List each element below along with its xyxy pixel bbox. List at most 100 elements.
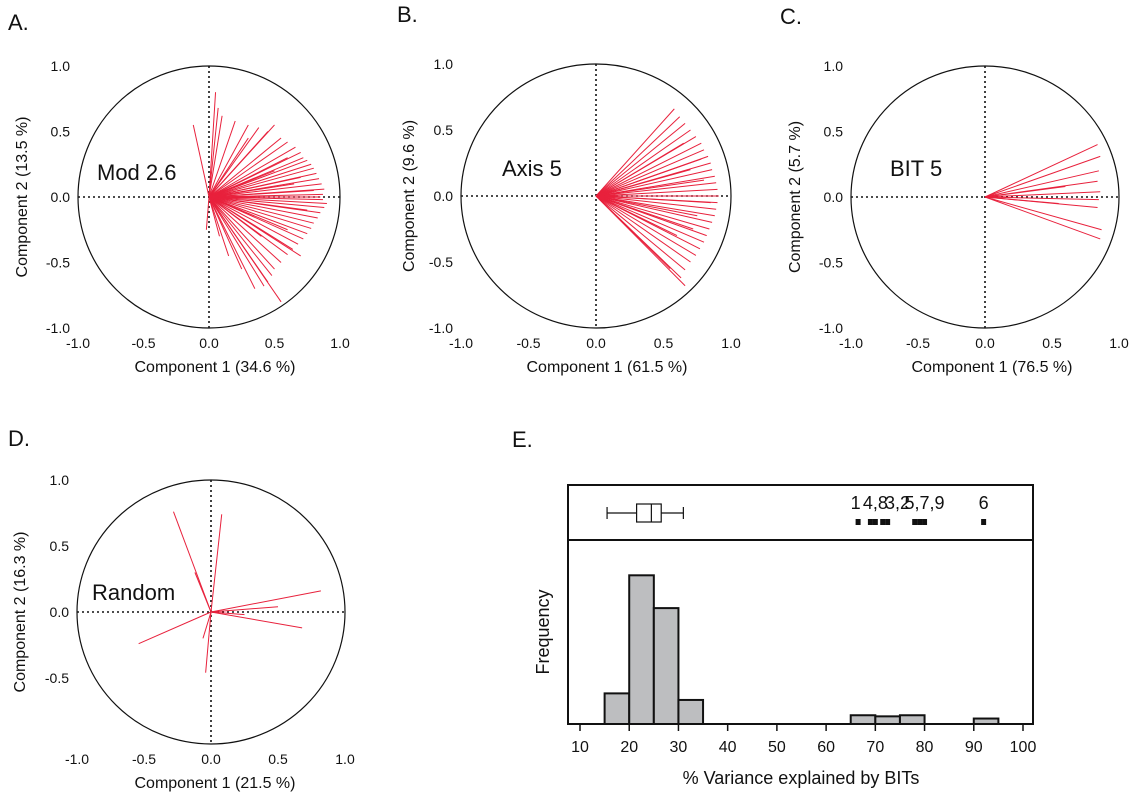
x-tick-label: 70: [866, 739, 884, 756]
x-axis-label: Component 1 (34.6 %): [135, 359, 296, 376]
loading-vector: [595, 195, 705, 243]
loading-vector: [208, 183, 295, 198]
bit-mark: [872, 519, 878, 525]
loading-vector: [208, 196, 323, 201]
loading-vector: [208, 196, 273, 276]
loading-vector: [208, 196, 299, 245]
y-tick-label: 0.5: [51, 124, 71, 140]
loading-vector: [595, 195, 691, 263]
y-tick-label: 0.0: [434, 188, 454, 204]
x-tick-label: 1.0: [335, 751, 355, 767]
histogram-bar: [874, 715, 901, 726]
loading-vector: [595, 195, 678, 237]
histogram-bar: [677, 698, 705, 725]
x-tick-label: -0.5: [906, 335, 930, 351]
loading-vector: [208, 167, 314, 198]
loading-vector: [984, 186, 1066, 198]
loading-plot-d: D. -1.0 -0.5 0.0 0.5 1.0 1.0 0.5 0.0 -0.5 Componen…: [8, 426, 355, 792]
loading-vector: [984, 170, 1100, 198]
loading-vector: [595, 195, 698, 217]
y-tick-label: 0.0: [824, 189, 844, 205]
loading-vector: [208, 196, 220, 237]
loading-vector: [208, 196, 308, 235]
x-axis-label: Component 1 (76.5 %): [912, 359, 1073, 376]
x-tick-label: 0.0: [199, 335, 219, 351]
loading-vector: [208, 196, 308, 211]
loading-vector: [208, 115, 223, 198]
x-axis-label: Component 1 (61.5 %): [527, 359, 688, 376]
loading-vector: [595, 142, 685, 197]
plot-frame: [567, 484, 1034, 725]
loading-vector: [208, 196, 301, 257]
bit-mark: [917, 519, 923, 525]
y-tick-label: -1.0: [429, 320, 453, 336]
x-tick-label: 10: [571, 739, 589, 756]
x-tick-label: -1.0: [66, 335, 90, 351]
x-tick-label: 0.0: [586, 335, 606, 351]
histogram-bar: [898, 714, 926, 726]
loading-vector: [595, 116, 681, 197]
loading-vector: [202, 611, 212, 639]
x-tick-label: 100: [1010, 739, 1037, 756]
loading-vector: [208, 146, 296, 198]
x-tick-label: 0.5: [268, 751, 288, 767]
loading-vector: [984, 196, 1059, 205]
bit-mark: [867, 519, 873, 525]
y-tick-label: -0.5: [45, 670, 69, 686]
bit-label: 1: [851, 493, 861, 513]
y-tick-label: -0.5: [819, 255, 843, 271]
loading-vector: [595, 182, 717, 197]
bit-label: 4,8: [863, 493, 888, 513]
loading-vector: [208, 196, 275, 270]
x-tick-label: -1.0: [65, 751, 89, 767]
loading-vector: [595, 129, 691, 197]
loading-vector: [208, 163, 312, 198]
loading-plot-c: C. -1.0 -0.5 0.0 0.5 1.0 1.0 0.5 0.0 -0.5 -1.0 Comp…: [780, 4, 1129, 376]
loading-vector: [210, 611, 303, 629]
loading-vector: [210, 606, 279, 613]
loading-vector: [595, 158, 702, 197]
y-tick-label: -0.5: [429, 254, 453, 270]
x-tick-label: 40: [719, 739, 737, 756]
loading-vector: [208, 196, 265, 287]
bit-label: 3,2: [885, 493, 910, 513]
plot-label: Mod 2.6: [97, 160, 177, 185]
loading-vector: [208, 196, 312, 229]
y-tick-label: 0.0: [50, 604, 70, 620]
loading-vector: [595, 188, 718, 197]
y-tick-label: 0.5: [50, 538, 70, 554]
x-tick-label: 0.0: [975, 335, 995, 351]
loading-vector: [208, 137, 249, 198]
loading-vector: [595, 195, 715, 217]
bit-label: 6: [979, 493, 989, 513]
x-axis-label: Component 1 (21.5 %): [135, 775, 296, 792]
bit-mark: [855, 519, 861, 525]
x-tick-label: 0.5: [1042, 335, 1062, 351]
loading-vector: [208, 196, 318, 219]
loading-vector: [984, 196, 1102, 231]
x-tick-label: 80: [916, 739, 934, 756]
x-tick-label: -1.0: [839, 335, 863, 351]
loading-vector: [595, 195, 686, 271]
y-tick-label: -0.5: [46, 255, 70, 271]
loading-vector: [595, 169, 691, 197]
loading-vector: [208, 124, 275, 198]
x-tick-label: 1.0: [330, 335, 350, 351]
loading-vector: [208, 170, 275, 198]
y-tick-label: -1.0: [46, 320, 70, 336]
y-tick-label: 0.0: [51, 189, 71, 205]
loading-vector: [595, 195, 711, 204]
x-tick-label: 1.0: [1109, 335, 1129, 351]
loading-vector: [210, 590, 321, 613]
loading-vector: [595, 149, 705, 197]
loading-vector: [208, 196, 282, 303]
x-tick-label: 30: [670, 739, 688, 756]
y-axis-label: Component 2 (16.3 %): [12, 532, 29, 693]
loading-vector: [595, 195, 710, 230]
x-tick-label: 20: [620, 739, 638, 756]
loading-vector: [192, 124, 210, 198]
loading-vector: [194, 572, 212, 613]
y-tick-label: 0.5: [824, 124, 844, 140]
x-tick-label: -0.5: [516, 335, 540, 351]
y-axis-label: Frequency: [533, 589, 553, 674]
